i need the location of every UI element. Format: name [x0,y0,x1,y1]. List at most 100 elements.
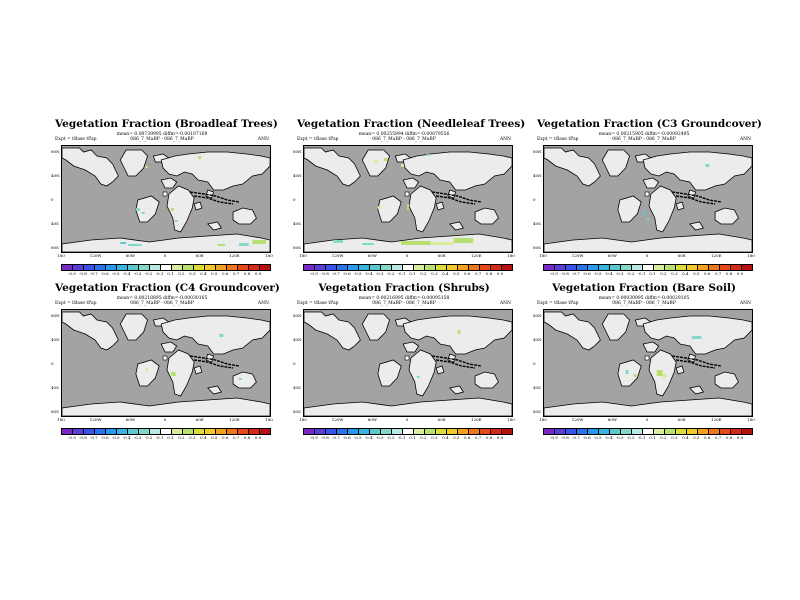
colorbar-swatch [720,265,731,270]
land-mass [617,195,642,223]
anomaly-cell [135,208,140,211]
colorbar-label: 0.7 [232,435,240,440]
colorbar-label: 0.8 [485,435,493,440]
colorbar-label: 0.9 [254,435,262,440]
land-mass [166,349,195,397]
colorbar-label: 0.6 [464,271,471,276]
colorbar-swatch [315,429,326,434]
land-mass [304,147,361,187]
colorbar-label: -0.4 [364,435,373,440]
colorbar-label: -0.4 [122,435,131,440]
colorbar [61,264,271,271]
island-chain [432,355,482,367]
colorbar-label: -0.1 [155,271,164,276]
colorbar-label: -0.8 [561,271,569,276]
colorbar-label: -0.9 [68,435,76,440]
colorbar-label: 0.6 [704,271,711,276]
colorbar-swatch [610,429,621,434]
colorbar-swatch [698,265,709,270]
colorbar-swatch [709,429,720,434]
lon-tick-label: 60W [367,417,377,422]
colorbar-swatch [392,265,403,270]
colorbar-label: -0.7 [331,435,340,440]
colorbar-label: -0.3 [615,435,624,440]
colorbar-label: 0.1 [167,435,174,440]
map-area [61,145,271,253]
lon-tick-label: 120W [89,253,102,258]
colorbar-label: 0.3 [431,271,438,276]
anomaly-cell [145,368,149,371]
island-chain [194,359,234,369]
colorbar-label: 0.9 [496,271,504,276]
colorbar-swatch [106,429,117,434]
colorbar-swatch [161,429,172,434]
lon-tick-label: 60W [125,253,135,258]
colorbar-swatch [687,429,698,434]
colorbar-swatch [555,429,566,434]
land-mass [474,371,499,389]
colorbar-label: -0.3 [615,271,624,276]
map-svg [304,311,512,416]
colorbar-label: 0.7 [474,271,482,276]
colorbar-swatch [117,429,128,434]
colorbar-swatch [348,429,359,434]
lon-tick-label: 180 [265,253,273,258]
lon-tick-label: 120W [331,253,344,258]
colorbar-swatch [84,265,95,270]
run-label: 086_7_MaBP - 086_7_MaBP [372,301,436,306]
colorbar-label: -0.7 [571,435,580,440]
colorbar-swatch [370,429,381,434]
colorbar-swatch [73,265,84,270]
colorbar-label: 0.1 [167,271,174,276]
land-mass [119,149,148,177]
land-mass [402,315,512,355]
colorbar-label: -0.3 [133,271,142,276]
anomaly-cell [633,374,637,377]
colorbar-label: -0.3 [375,271,384,276]
lat-tick-label: 40S [293,385,301,390]
colorbar-label: -0.3 [375,435,384,440]
colorbar-swatch [621,429,632,434]
colorbar-label: 0.6 [704,435,711,440]
colorbar-label: -0.6 [100,435,109,440]
land-cell [162,355,168,361]
land-cell [644,355,650,361]
map-svg [544,147,752,252]
land-mass [135,195,160,223]
map-panel: Vegetation Fraction (Bare Soil) mean= 0.0… [533,282,755,448]
anomaly-cell [252,240,267,244]
colorbar-label: 0.7 [714,271,722,276]
panel-stats: mean= 0.00255994 diffm=-0.00079556 [358,132,450,137]
colorbar-label: 0.7 [232,271,240,276]
colorbar-swatch [403,429,414,434]
colorbar-label: -0.6 [342,435,351,440]
lon-tick-label: 60W [607,417,617,422]
colorbar-swatch [183,429,194,434]
colorbar-label: 0.6 [222,435,229,440]
lon-tick-label: 120W [331,417,344,422]
colorbar-label: 0.3 [431,435,438,440]
anomaly-cell [170,372,176,376]
colorbar [543,264,753,271]
colorbar-swatch [458,265,469,270]
lon-tick-label: 120W [89,417,102,422]
colorbar-label: 0.2 [660,435,667,440]
land-mass [119,313,148,341]
panel-stats: mean= 0.00215905 diffm=-0.00092495 [598,132,690,137]
colorbar-label: 0.6 [464,435,471,440]
lat-tick-label: 40S [51,221,59,226]
colorbar-label: 0.4 [682,435,689,440]
panel-title: Vegetation Fraction (C3 Groundcover) [537,118,762,130]
colorbar-label: 0.8 [243,435,251,440]
colorbar-swatch [95,265,106,270]
lon-tick-label: 60E [437,417,446,422]
colorbar-label: -0.4 [364,271,373,276]
colorbar-swatch [150,429,161,434]
colorbar-swatch [238,429,249,434]
land-mass [689,385,705,395]
colorbar-swatch [205,265,216,270]
colorbar-label: -0.7 [89,435,98,440]
colorbar-label: 0.3 [671,435,678,440]
anomaly-cell [174,220,178,222]
lat-tick-label: 0 [533,361,536,366]
